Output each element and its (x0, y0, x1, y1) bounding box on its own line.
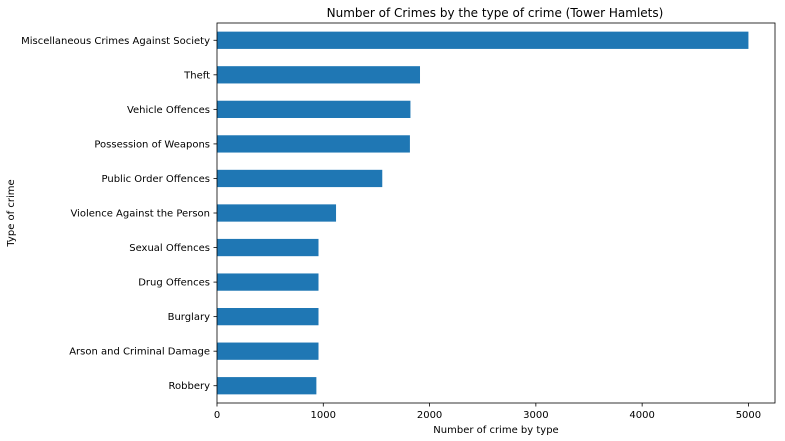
bar (217, 377, 317, 395)
y-tick-label: Robbery (169, 381, 211, 392)
bar (217, 66, 421, 84)
x-tick-label: 2000 (417, 410, 442, 421)
y-tick-label: Possession of Weapons (94, 139, 210, 150)
bar (217, 100, 411, 118)
y-tick-label: Violence Against the Person (70, 209, 210, 220)
plot-frame (216, 22, 776, 404)
x-tick-label: 4000 (629, 410, 654, 421)
y-axis-label: Type of crime (6, 179, 17, 247)
bar (217, 342, 319, 360)
bar (217, 238, 319, 257)
bars-group (217, 31, 749, 395)
chart-title: Number of Crimes by the type of crime (T… (327, 6, 664, 20)
y-tick-label: Burglary (168, 312, 210, 323)
y-axis-ticks: Miscellaneous Crimes Against Society Thef… (21, 36, 217, 392)
y-tick-label: Drug Offences (138, 278, 210, 289)
y-tick-label: Vehicle Offences (127, 105, 210, 116)
bar (217, 273, 319, 291)
bar (217, 204, 337, 222)
x-tick-label: 5000 (736, 410, 761, 421)
y-tick-label: Sexual Offences (129, 243, 210, 254)
bar (217, 169, 383, 188)
x-tick-label: 3000 (523, 410, 548, 421)
bar (217, 31, 749, 49)
bar (217, 308, 319, 326)
bar (217, 135, 410, 153)
y-tick-label: Arson and Criminal Damage (69, 347, 210, 358)
y-tick-label: Miscellaneous Crimes Against Society (21, 36, 210, 47)
x-axis-label: Number of crime by type (433, 425, 558, 436)
y-tick-label: Public Order Offences (102, 174, 210, 185)
x-tick-label: 0 (214, 410, 220, 421)
x-axis-ticks: 0 1000 2000 3000 4000 5000 (214, 403, 761, 421)
x-tick-label: 1000 (311, 410, 336, 421)
y-tick-label: Theft (183, 70, 210, 81)
